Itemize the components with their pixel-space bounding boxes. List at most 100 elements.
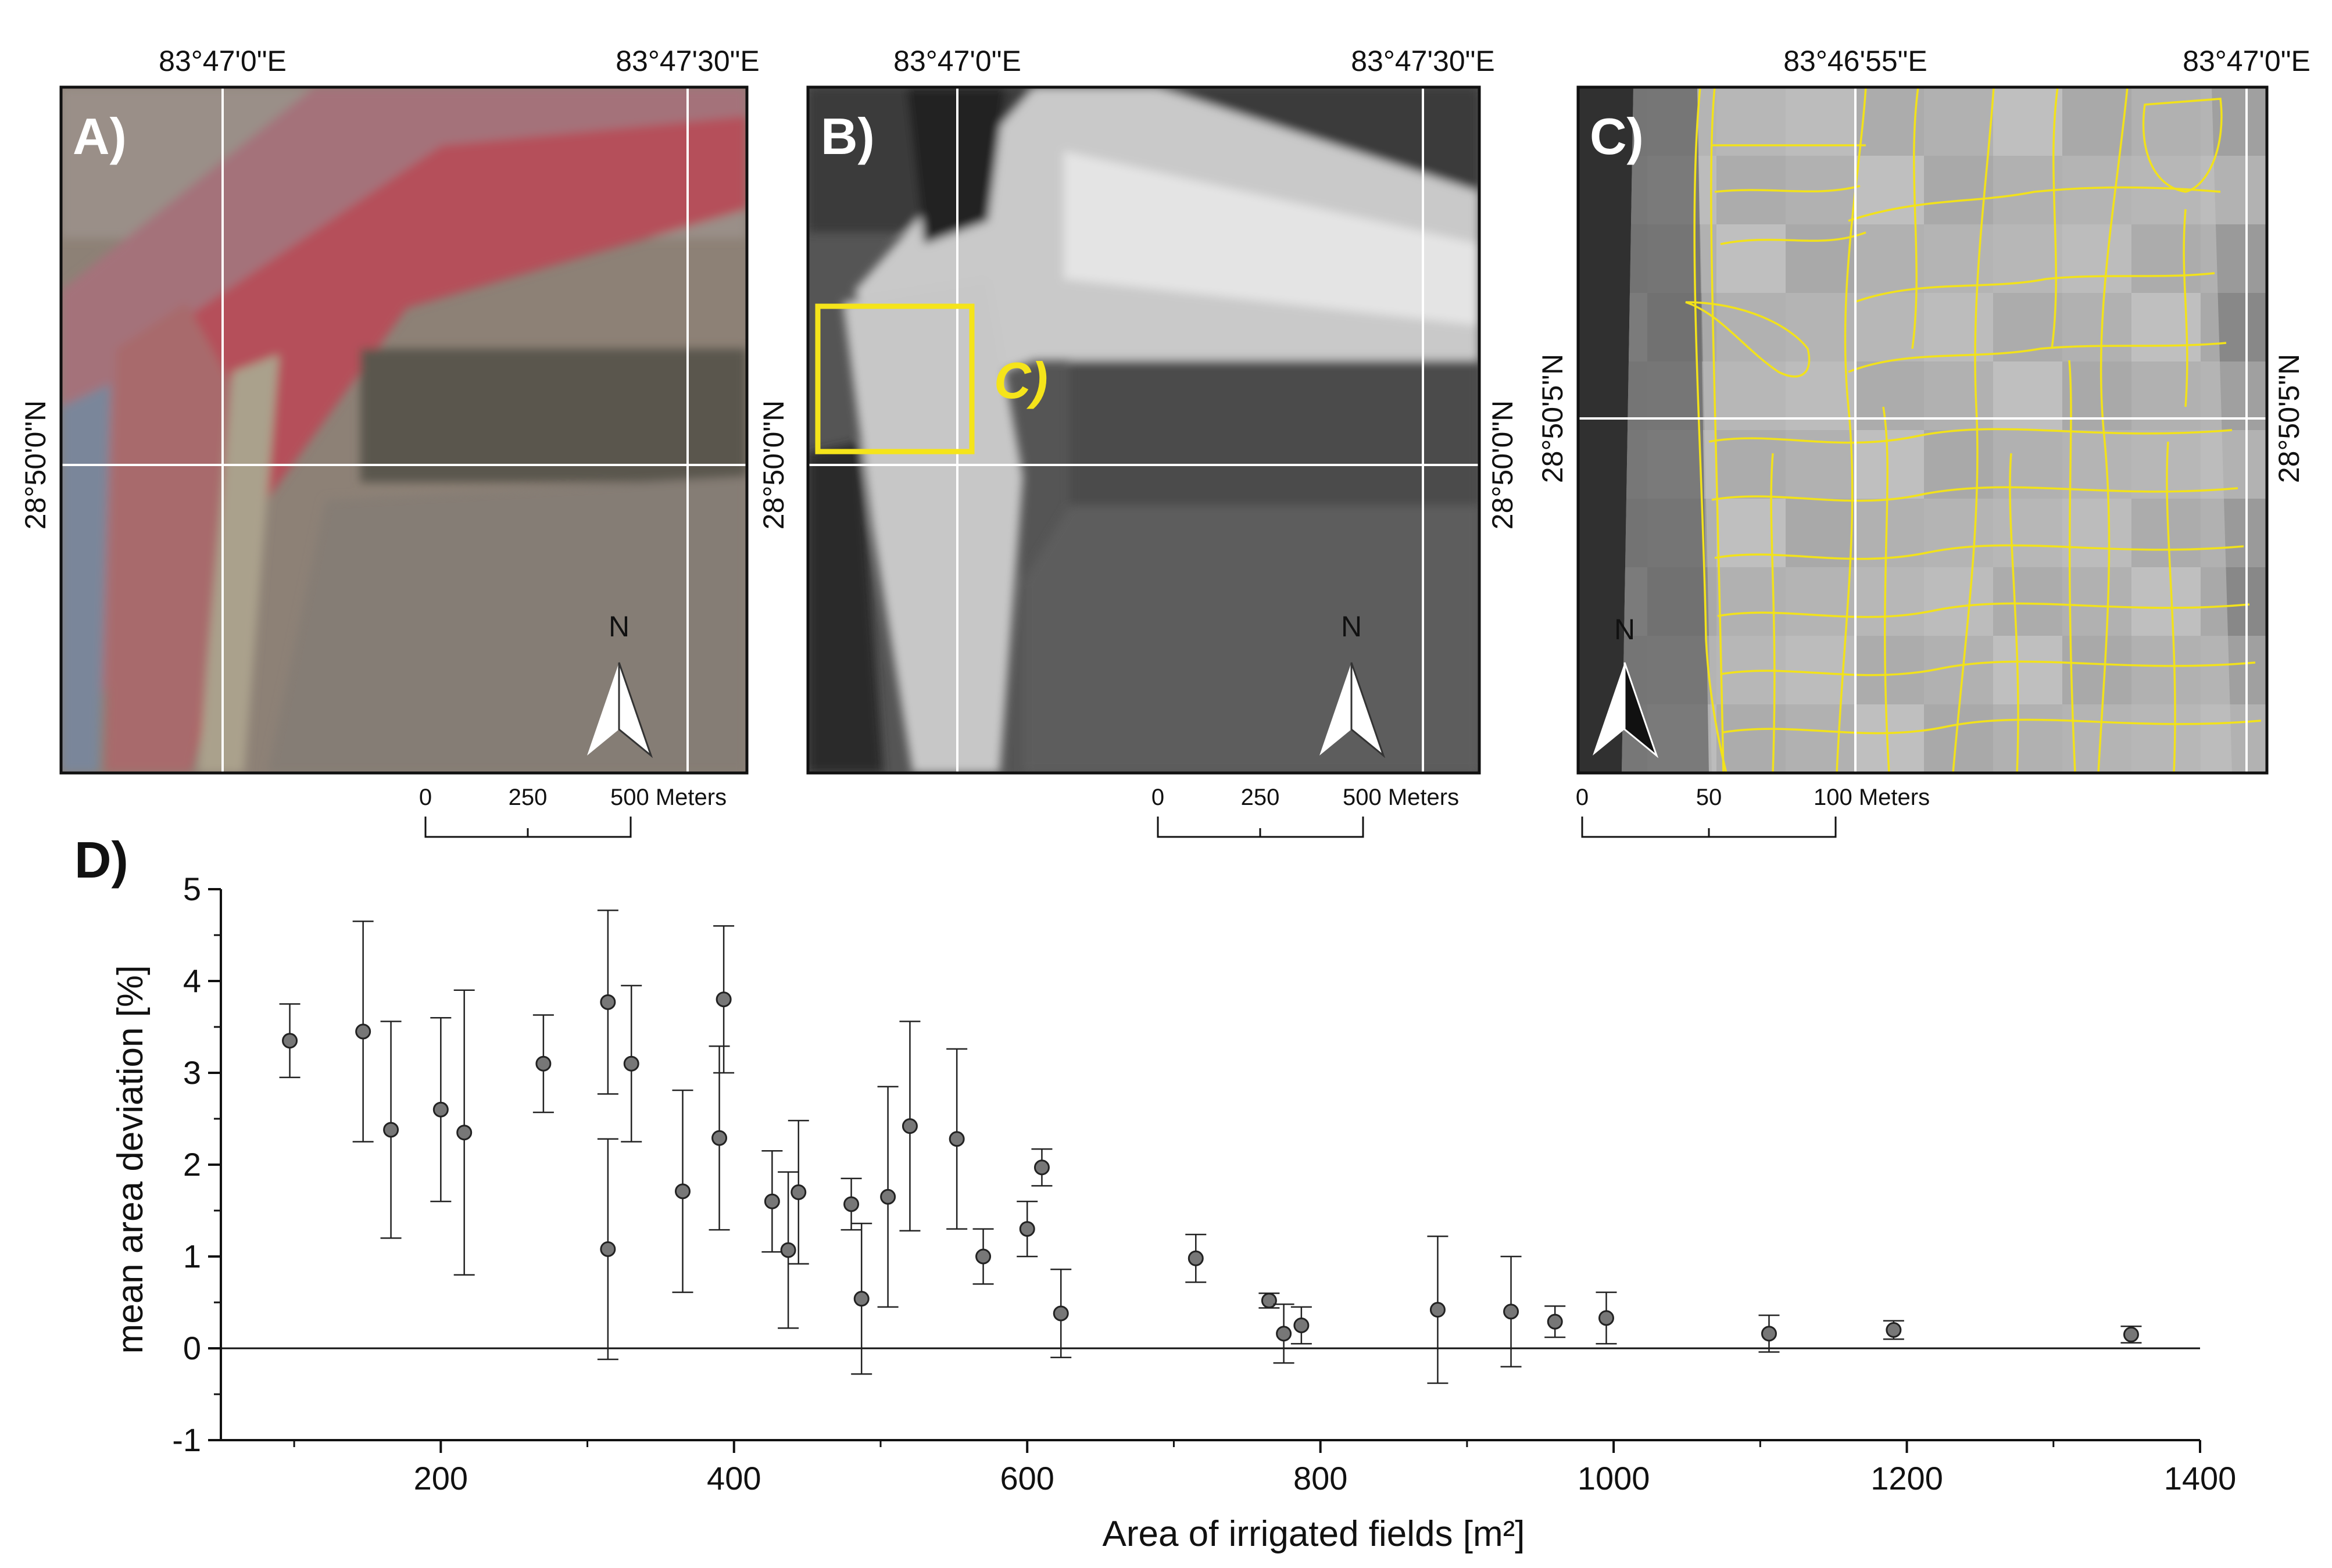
data-point [1050,1268,1072,1359]
panel-b-lat-label-left: 28°50'0"N [757,400,790,529]
point-marker [432,1101,449,1118]
point-marker [902,1118,918,1134]
panel-a: A) 83°47'0"E 83°47'30"E 28°50'0"N N 0 25… [19,45,760,838]
scale-tick-0: 0 [419,785,432,810]
data-point [597,1138,618,1361]
point-marker [764,1193,780,1209]
panel-a-scale-bar: 0 250 500 Meters [419,785,727,838]
point-marker [675,1183,691,1200]
point-marker [1276,1326,1292,1342]
x-tick-label: 400 [707,1460,761,1497]
scale-tick-1: 250 [509,785,548,810]
data-point [279,1003,301,1079]
point-marker [1188,1250,1204,1266]
data-point [1883,1320,1904,1340]
point-marker [711,1130,728,1146]
data-point [430,1016,452,1202]
point-marker [716,991,732,1008]
panel-c-letter: C) [1590,108,1644,165]
point-marker [1261,1293,1277,1309]
panel-a-north-arrow: N [587,610,653,758]
data-point [709,1045,730,1231]
panel-c-lat-label-right: 28°50'5"N [2273,354,2305,483]
panel-b-lon-label-1: 83°47'0"E [893,45,1021,77]
panel-b-frame [806,85,1481,775]
data-point [972,1228,994,1285]
data-point [788,1119,809,1265]
data-point [672,1089,693,1293]
data-point [851,1222,872,1375]
data-point [778,1171,799,1329]
scale-tick-2: 100 Meters [1814,785,1930,810]
point-marker [949,1131,965,1147]
point-marker [1293,1318,1310,1333]
point-marker [843,1196,860,1212]
panel-c-frame [1576,85,2269,775]
north-arrow-label: N [1614,613,1635,646]
x-axis-label: Area of irrigated fields [m²] [1102,1514,1525,1554]
data-point [761,1150,783,1253]
point-marker [1019,1221,1035,1237]
y-tick-label: 5 [183,871,201,907]
panel-a-letter: A) [73,108,127,165]
north-arrow-icon [1593,663,1625,756]
data-point [453,989,475,1276]
panel-c-lat-label-left: 28°50'5"N [1536,354,1569,483]
data-point [597,910,618,1095]
panel-b-north-arrow: N [1319,610,1386,758]
x-tick-label: 600 [1000,1460,1054,1497]
x-tick-label: 200 [414,1460,468,1497]
north-arrow-icon [1319,663,1351,756]
y-tick-label: 4 [183,962,201,999]
panel-a-lon-label-1: 83°47'0"E [159,45,287,77]
y-tick-label: 0 [183,1330,201,1366]
panel-c: C) 83°46'55"E 83°47'0"E 28°50'5"N 28°50'… [1536,45,2310,838]
y-tick-label: 3 [183,1054,201,1091]
panel-c-parcel-map [1578,87,2267,773]
point-marker [1429,1302,1446,1318]
y-axis-label: mean area deviation [%] [110,965,151,1354]
point-marker [535,1055,552,1072]
x-tick-label: 1000 [1578,1460,1650,1497]
panel-b: B) C) 83°47'0"E 83°47'30"E 28°50'0"N 28°… [757,45,1519,838]
data-point [713,925,735,1074]
y-tick-label: 1 [183,1238,201,1275]
data-point [899,1021,921,1232]
north-arrow-label: N [609,610,630,643]
point-marker [853,1291,870,1307]
x-tick-label: 1200 [1870,1460,1943,1497]
chart-points [279,910,2142,1384]
data-point [2120,1325,2142,1344]
panel-b-letter: B) [821,108,875,165]
point-marker [1886,1322,1902,1338]
data-point [946,1048,968,1230]
panel-a-lon-label-2: 83°47'30"E [616,45,760,77]
point-marker [880,1188,896,1205]
y-tick-label: -1 [172,1422,201,1458]
panel-d-chart: D) -1 0 1 2 3 4 5 200 400 600 800 1000 1200 1400 Area… [74,831,2236,1554]
panel-c-lon-label-2: 83°47'0"E [2183,45,2310,77]
x-tick-label: 1400 [2164,1460,2237,1497]
data-point [1758,1314,1780,1353]
point-marker [355,1023,371,1040]
panel-b-inset-label: C) [994,352,1048,409]
data-point [877,1086,899,1308]
point-marker [780,1242,796,1258]
data-point [1031,1148,1053,1187]
point-marker [600,1241,616,1257]
scale-tick-1: 250 [1241,785,1280,810]
point-marker [1053,1305,1069,1322]
point-marker [1598,1310,1614,1326]
data-point [1185,1233,1207,1283]
data-point [1258,1292,1280,1309]
scale-tick-0: 0 [1576,785,1589,810]
panel-b-grayscale-image [808,87,1479,773]
point-marker [1033,1159,1050,1176]
scale-tick-2: 500 Meters [1343,785,1459,810]
data-point [532,1014,554,1114]
point-marker [791,1184,807,1200]
panel-b-scale-bar: 0 250 500 Meters [1151,785,1459,838]
data-point [380,1021,402,1239]
point-marker [1547,1313,1563,1330]
